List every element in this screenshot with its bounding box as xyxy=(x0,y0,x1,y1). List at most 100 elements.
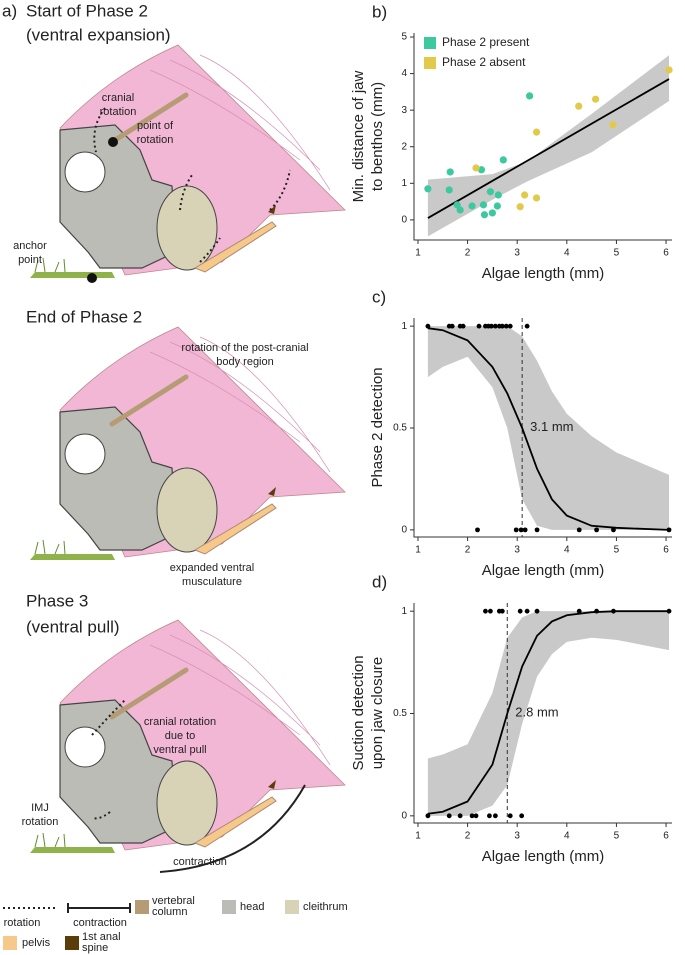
x-axis-label: Algae length (mm) xyxy=(482,265,605,282)
y-tick-label: 5 xyxy=(401,32,407,43)
x-tick-label: 3 xyxy=(514,831,520,842)
point xyxy=(493,202,501,210)
panel-label: d) xyxy=(372,572,387,591)
label: Start of Phase 2 xyxy=(26,1,148,20)
label: expanded ventral xyxy=(170,562,254,574)
point xyxy=(499,608,505,614)
point xyxy=(445,186,453,194)
legend-label: Phase 2 absent xyxy=(442,55,526,69)
y-axis-label: Phase 2 detection xyxy=(369,367,386,487)
legend-contraction xyxy=(67,903,131,913)
point xyxy=(524,608,530,614)
x-tick-label: 6 xyxy=(663,831,669,842)
point xyxy=(477,166,486,174)
label: point of xyxy=(137,120,174,132)
point xyxy=(468,202,476,210)
point xyxy=(532,128,541,136)
contraction-arc xyxy=(159,784,306,873)
y-tick-label: 3 xyxy=(401,105,407,116)
label: cleithrum xyxy=(303,901,348,913)
label: cranial xyxy=(102,92,134,104)
point xyxy=(446,168,454,176)
point xyxy=(446,813,452,819)
x-tick-label: 5 xyxy=(614,545,620,556)
label: 1st anal xyxy=(82,931,121,943)
point xyxy=(534,527,540,533)
point xyxy=(591,95,600,103)
y-axis-label: upon jaw closure xyxy=(369,657,386,770)
label: spine xyxy=(82,942,108,954)
point xyxy=(476,323,482,329)
y-tick-label: 1 xyxy=(401,178,407,189)
point xyxy=(492,813,498,819)
label: musculature xyxy=(182,576,242,588)
point xyxy=(532,194,541,202)
fit-line xyxy=(427,327,670,531)
point xyxy=(503,323,509,329)
point xyxy=(519,813,525,819)
legend-swatch xyxy=(424,37,436,49)
point xyxy=(521,191,529,199)
point xyxy=(457,813,463,819)
point xyxy=(425,813,431,819)
anchor-point xyxy=(87,273,97,283)
x-axis-label: Algae length (mm) xyxy=(482,848,605,865)
label: contraction xyxy=(73,917,127,929)
label: pelvis xyxy=(22,937,51,949)
x-tick-label: 5 xyxy=(614,248,620,259)
label: rotation xyxy=(100,106,137,118)
label: head xyxy=(240,901,264,913)
x-tick-label: 6 xyxy=(663,545,669,556)
point xyxy=(479,201,488,209)
axes xyxy=(413,33,672,241)
y-tick-label: 2 xyxy=(401,141,407,152)
label: due to xyxy=(165,730,196,742)
point xyxy=(507,323,513,329)
x-tick-label: 4 xyxy=(564,248,570,259)
confidence-band xyxy=(427,611,670,816)
point xyxy=(611,608,616,614)
point xyxy=(449,323,455,329)
panel-label: b) xyxy=(372,2,387,21)
x-tick-label: 3 xyxy=(514,248,520,259)
point xyxy=(522,527,528,533)
legend-label: Phase 2 present xyxy=(442,35,530,49)
fish-diagram xyxy=(30,45,345,278)
label: IMJ xyxy=(31,802,49,814)
point xyxy=(666,527,672,533)
y-tick-label: 0.5 xyxy=(393,423,407,434)
point xyxy=(456,206,464,214)
point xyxy=(516,203,524,211)
x-axis-label: Algae length (mm) xyxy=(482,562,605,579)
point xyxy=(469,813,475,819)
y-tick-label: 4 xyxy=(401,68,407,79)
point xyxy=(513,527,519,533)
y-tick-label: 0 xyxy=(401,525,407,536)
x-tick-label: 2 xyxy=(465,545,471,556)
label: rotation xyxy=(137,134,174,146)
axes xyxy=(413,318,672,538)
panel-label: c) xyxy=(372,287,386,306)
point xyxy=(611,527,616,533)
x-tick-label: 1 xyxy=(415,248,421,259)
point xyxy=(475,527,480,533)
point xyxy=(499,156,507,164)
legend-swatch xyxy=(65,936,79,950)
point xyxy=(488,608,493,614)
rotation-point xyxy=(108,137,118,147)
point xyxy=(576,527,582,533)
x-tick-label: 4 xyxy=(564,831,570,842)
axes xyxy=(413,603,672,824)
label: rotation xyxy=(4,917,41,929)
x-tick-label: 1 xyxy=(415,831,421,842)
point xyxy=(575,102,583,110)
x-tick-label: 3 xyxy=(514,545,520,556)
point xyxy=(492,323,498,329)
point xyxy=(494,191,502,199)
point xyxy=(486,188,495,196)
point xyxy=(472,164,480,172)
point xyxy=(576,608,582,614)
y-axis-label: to benthos (mm) xyxy=(369,82,386,191)
y-axis-label: Suction detection xyxy=(350,655,367,770)
label: contraction xyxy=(173,856,227,868)
